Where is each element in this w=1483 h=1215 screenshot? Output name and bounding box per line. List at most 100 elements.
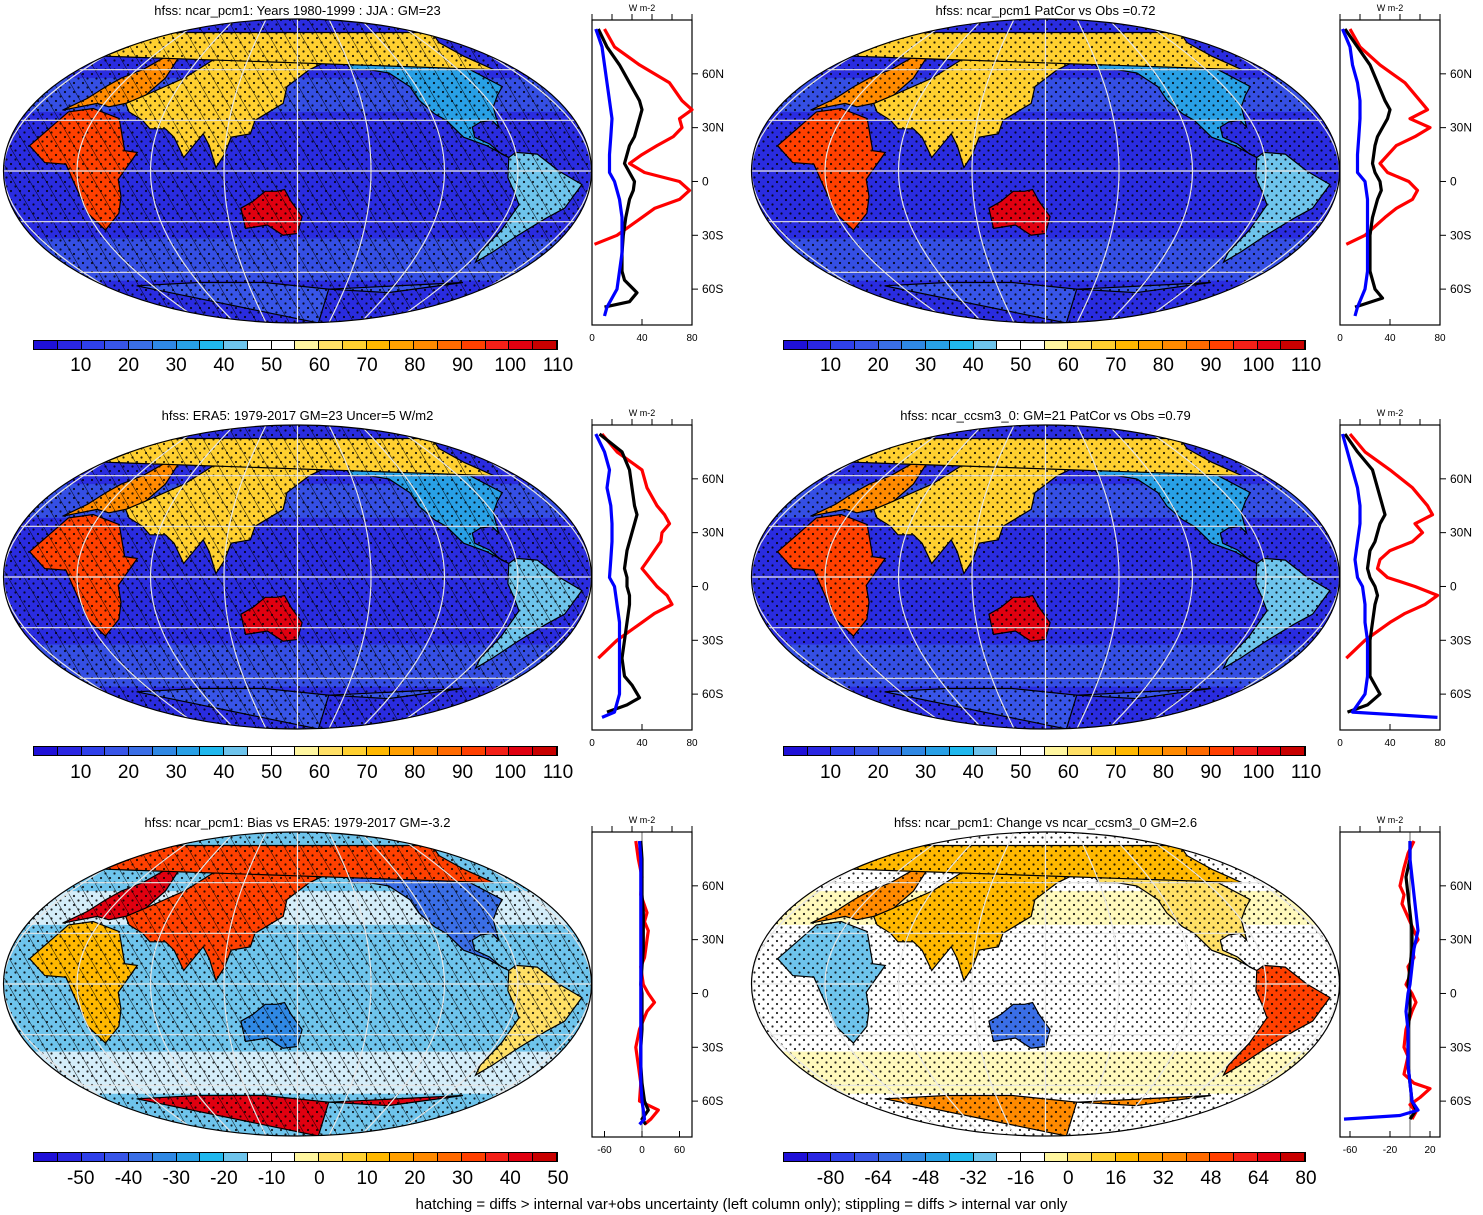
colorbar-swatch [1281,341,1306,349]
lat-label: 0 [702,174,709,188]
colorbar-label: 40 [213,762,235,783]
colorbar-labels: 10 20 30 40 50 60 70 80 90 100 110 [783,762,1321,784]
colorbar-swatch [461,747,486,755]
zonal-line [594,433,622,719]
colorbar-label: -50 [66,1168,95,1189]
graticule-lon [359,831,446,1136]
colorbar-label: -20 [210,1168,238,1189]
graticule-lon [391,424,519,729]
colorbar-swatch [247,1153,272,1161]
map-title: hfss: ERA5: 1979-2017 GM=23 Uncer=5 W/m2 [161,408,434,423]
colorbar-label: 16 [1105,1168,1127,1189]
colorbar-swatch [807,1153,832,1161]
colorbar-swatch [1115,1153,1140,1161]
colorbar-swatch [105,747,130,755]
x-tick-label: 80 [1434,738,1446,749]
colorbar-label: 50 [1010,762,1032,783]
colorbar-label: 100 [494,762,527,783]
world-map [2,18,593,324]
colorbar-swatch [807,341,832,349]
lat-label: 30S [702,633,723,647]
colorbar [33,1152,558,1162]
colorbar-swatch [438,341,462,349]
colorbar-label: 80 [1152,762,1174,783]
colorbar-label: 30 [165,355,187,376]
lat-label: 60S [702,1094,723,1108]
colorbar-swatch [34,1153,58,1161]
colorbar-label: 110 [542,355,574,376]
graticule-lon [897,18,984,323]
lat-label: 60S [702,687,723,701]
colorbar-swatch [152,341,177,349]
colorbar [783,746,1306,756]
units-label: W m-2 [629,408,656,418]
colorbar-swatch [129,747,153,755]
colorbar-swatch [1163,1153,1187,1161]
units-label: W m-2 [1377,3,1404,13]
graticule-lon [76,424,204,729]
colorbar-swatch [295,1153,320,1161]
colorbar-swatch [878,341,903,349]
colorbar-swatch [533,341,557,349]
colorbar-swatch [1234,1153,1258,1161]
colorbar-swatch [902,341,927,349]
zonal-line [1343,433,1387,714]
colorbar-swatch [1257,1153,1282,1161]
colorbar-swatch [855,1153,879,1161]
map-field [3,424,592,729]
graticule-lon [1076,18,1120,323]
colorbar-label: 80 [1295,1168,1317,1189]
lat-label: 60N [702,472,724,486]
colorbar-swatch [1068,747,1092,755]
colorbar-label: 100 [1242,355,1275,376]
world-map [2,424,593,730]
colorbar [33,746,558,756]
colorbar-swatch [902,1153,927,1161]
colorbar-label: -30 [162,1168,190,1189]
graticule-lon [1076,831,1120,1136]
colorbar-swatch [1210,747,1235,755]
zonal-line [593,28,694,246]
lat-label: 30S [1450,228,1471,242]
zonal-mean-plot: W m-2 60N 30N 0 30S 60S 0 40 80 [1337,3,1472,344]
colorbar-label: 100 [1242,762,1275,783]
colorbar-label: 64 [1247,1168,1270,1189]
colorbar-swatch [949,747,974,755]
colorbar-swatch [319,747,343,755]
colorbar-swatch [855,747,879,755]
colorbar-swatch [152,747,177,755]
colorbar-swatch [878,1153,903,1161]
world-map [750,831,1341,1137]
zonal-mean-plot: W m-2 60N 30N 0 30S 60S -60 0 60 [591,815,724,1156]
colorbar-swatch [390,1153,415,1161]
colorbar-swatch [973,1153,998,1161]
colorbar-swatch [1210,341,1235,349]
x-tick-label: 80 [686,333,698,344]
graticule-lon [751,18,921,323]
x-tick-label: 0 [1337,738,1343,749]
colorbar-swatch [831,747,856,755]
colorbar-swatch [1091,341,1116,349]
colorbar-swatch [271,747,296,755]
colorbar-label: 100 [494,355,527,376]
colorbar-swatch [902,747,927,755]
colorbar-swatch [81,1153,106,1161]
x-tick-label: 0 [589,333,595,344]
colorbar-swatch [105,341,130,349]
graticule-lon [1170,424,1340,729]
colorbar-swatch [319,1153,343,1161]
graticule-lon [391,831,519,1136]
colorbar-swatch [784,341,808,349]
colorbar-swatch [1257,747,1282,755]
map-field [751,18,1340,323]
graticule-lon [1170,18,1340,323]
colorbar-swatch [1091,1153,1116,1161]
colorbar-swatch [366,1153,391,1161]
units-label: W m-2 [629,815,656,825]
colorbar-swatch [1257,341,1282,349]
colorbar-swatch [414,747,439,755]
graticule-lon [971,831,1015,1136]
colorbar-swatch [973,341,998,349]
colorbar-swatch [1281,1153,1306,1161]
colorbar-swatch [1210,1153,1235,1161]
